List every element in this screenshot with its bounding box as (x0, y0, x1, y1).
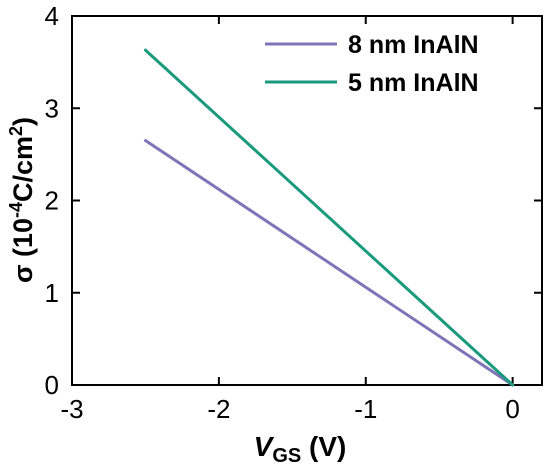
legend-label-8nm: 8 nm InAlN (348, 31, 479, 59)
y-tick-label: 1 (45, 278, 59, 308)
x-tick-label: -3 (60, 394, 83, 424)
y-tick-label: 3 (45, 93, 59, 123)
y-axis-label-exponent: -4 (6, 202, 26, 218)
axis-ticks (71, 15, 542, 386)
y-tick-label: 4 (45, 1, 59, 31)
x-axis-label-subscript: GS (272, 445, 301, 467)
y-axis-label-suffix: ) (8, 117, 38, 126)
series-layer (143, 48, 515, 387)
y-tick-label: 2 (45, 186, 59, 216)
y-axis-label: σ (10-4C/cm2) (6, 117, 38, 283)
legend: 8 nm InAlN 5 nm InAlN (265, 31, 479, 97)
x-axis-label-unit: (V) (301, 431, 346, 462)
x-tick-label: 0 (505, 394, 519, 424)
x-tick-label: -2 (207, 394, 230, 424)
legend-label-5nm: 5 nm InAlN (348, 69, 479, 97)
y-tick-label: 0 (45, 370, 59, 400)
series-line-5nm (143, 48, 515, 387)
x-axis-label: VGS (V) (254, 431, 347, 467)
series-line-8nm (143, 139, 515, 387)
x-axis-label-main: V (254, 431, 275, 462)
x-tick-label: -1 (354, 394, 377, 424)
y-axis-label-unit: C/cm (8, 136, 38, 202)
y-axis-label-unit-exponent: 2 (6, 126, 26, 136)
tick-labels: -3 -2 -1 0 0 1 2 3 4 (45, 1, 520, 424)
y-axis-label-prefix: σ (10 (8, 218, 38, 283)
